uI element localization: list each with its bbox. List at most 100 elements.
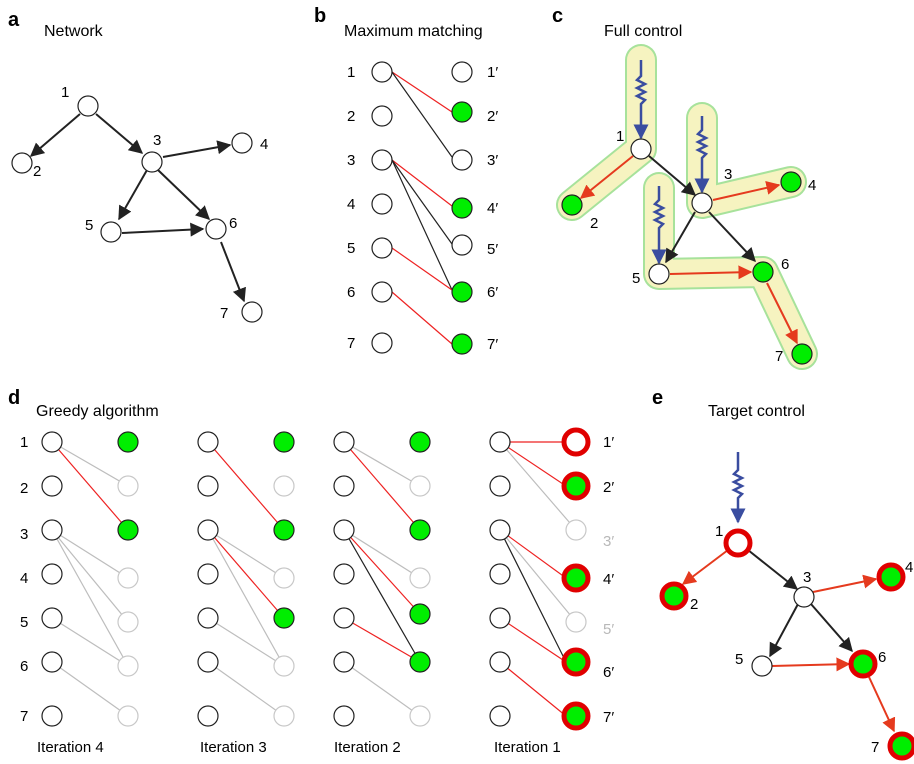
svg-text:4: 4 <box>20 570 28 587</box>
svg-text:2: 2 <box>347 108 355 125</box>
label-6: 6 <box>229 215 237 232</box>
svg-text:3′: 3′ <box>603 533 614 550</box>
label-5: 5 <box>85 217 93 234</box>
matching-left-nodes <box>371 61 393 354</box>
svg-text:6′: 6′ <box>603 664 614 681</box>
target-edges <box>681 549 896 733</box>
iteration-1-primed-labels: 1′ 2′ 3′ 4′ 5′ 6′ 7′ <box>603 434 614 726</box>
svg-text:7: 7 <box>20 708 28 725</box>
svg-text:1: 1 <box>20 434 28 451</box>
matching-left-labels: 1 2 3 4 5 6 7 <box>347 64 355 352</box>
label-3: 3 <box>153 132 161 149</box>
control-stems <box>556 44 818 370</box>
control-nodes <box>561 138 813 365</box>
svg-text:3′: 3′ <box>487 152 498 169</box>
svg-text:3: 3 <box>20 526 28 543</box>
panel-title-c: Full control <box>604 23 682 40</box>
label-7: 7 <box>220 305 228 322</box>
svg-text:5: 5 <box>632 270 640 287</box>
svg-text:2: 2 <box>690 596 698 613</box>
svg-text:3: 3 <box>724 166 732 183</box>
svg-text:2: 2 <box>590 215 598 232</box>
panel-b: b Maximum matching <box>314 5 498 355</box>
label-1: 1 <box>61 84 69 101</box>
target-nodes <box>659 528 914 761</box>
panel-e: e Target control 1 2 3 4 5 6 <box>652 387 914 761</box>
target-input-signal <box>730 452 746 524</box>
network-edges <box>29 113 246 303</box>
svg-text:5: 5 <box>735 651 743 668</box>
panel-title-a: Network <box>44 23 104 40</box>
svg-text:6: 6 <box>878 649 886 666</box>
svg-text:3: 3 <box>347 152 355 169</box>
input-signals <box>633 60 710 265</box>
node-1 <box>77 95 99 117</box>
panel-title-e: Target control <box>708 403 805 420</box>
svg-text:5′: 5′ <box>487 241 498 258</box>
svg-text:7: 7 <box>775 348 783 365</box>
svg-text:6: 6 <box>347 284 355 301</box>
iteration-1-label: Iteration 1 <box>494 739 561 756</box>
svg-text:1: 1 <box>715 523 723 540</box>
svg-text:4′: 4′ <box>487 200 498 217</box>
node-2 <box>11 152 33 174</box>
iteration-4-label: Iteration 4 <box>37 739 104 756</box>
svg-text:1′: 1′ <box>487 64 498 81</box>
svg-text:4: 4 <box>905 559 913 576</box>
svg-text:5: 5 <box>20 614 28 631</box>
svg-text:7′: 7′ <box>487 336 498 353</box>
node-6 <box>205 218 227 240</box>
greedy-iteration-4: Iteration 4 <box>37 431 139 756</box>
node-3 <box>141 151 163 173</box>
svg-text:2′: 2′ <box>487 108 498 125</box>
iteration-2-label: Iteration 2 <box>334 739 401 756</box>
panel-letter-e: e <box>652 387 663 409</box>
node-7 <box>241 301 263 323</box>
svg-text:7: 7 <box>871 739 879 756</box>
svg-text:4: 4 <box>347 196 355 213</box>
node-5 <box>100 221 122 243</box>
target-labels: 1 2 3 4 5 6 7 <box>690 523 913 756</box>
svg-text:6′: 6′ <box>487 284 498 301</box>
matching-right-labels: 1′ 2′ 3′ 4′ 5′ 6′ 7′ <box>487 64 498 353</box>
node-4 <box>231 132 253 154</box>
svg-text:1′: 1′ <box>603 434 614 451</box>
greedy-iteration-2: Iteration 2 <box>333 431 431 756</box>
svg-text:5: 5 <box>347 240 355 257</box>
greedy-row-labels: 1 2 3 4 5 6 7 <box>20 434 28 725</box>
panel-a: a Network 1 2 3 4 5 6 7 <box>8 9 268 323</box>
iteration-3-label: Iteration 3 <box>200 739 267 756</box>
greedy-iteration-3: Iteration 3 <box>197 431 295 756</box>
panel-title-b: Maximum matching <box>344 23 483 40</box>
panel-letter-b: b <box>314 5 326 27</box>
svg-text:7′: 7′ <box>603 709 614 726</box>
panel-c: c Full control <box>552 5 818 370</box>
network-labels: 1 2 3 4 5 6 7 <box>33 84 268 322</box>
svg-text:4: 4 <box>808 177 816 194</box>
control-edges <box>579 155 798 345</box>
svg-text:1: 1 <box>347 64 355 81</box>
svg-text:2: 2 <box>20 480 28 497</box>
iteration-1-targets <box>561 427 591 731</box>
svg-text:3: 3 <box>803 569 811 586</box>
panel-letter-a: a <box>8 9 20 31</box>
control-labels: 1 2 3 4 5 6 7 <box>590 128 816 365</box>
svg-text:2′: 2′ <box>603 479 614 496</box>
network-nodes <box>11 95 263 323</box>
greedy-iteration-1: 1′ 2′ 3′ 4′ 5′ 6′ 7′ Iteration 1 <box>489 427 614 756</box>
matching-edges <box>391 71 453 345</box>
label-4: 4 <box>260 136 268 153</box>
svg-text:4′: 4′ <box>603 571 614 588</box>
label-2: 2 <box>33 163 41 180</box>
panel-letter-d: d <box>8 387 20 409</box>
svg-text:6: 6 <box>781 256 789 273</box>
svg-text:6: 6 <box>20 658 28 675</box>
panel-d: d Greedy algorithm 1 2 3 4 5 6 7 <box>8 387 614 756</box>
panel-letter-c: c <box>552 5 563 27</box>
svg-text:1: 1 <box>616 128 624 145</box>
panel-title-d: Greedy algorithm <box>36 403 159 420</box>
matching-right-nodes <box>451 61 473 355</box>
svg-text:5′: 5′ <box>603 621 614 638</box>
svg-text:7: 7 <box>347 335 355 352</box>
